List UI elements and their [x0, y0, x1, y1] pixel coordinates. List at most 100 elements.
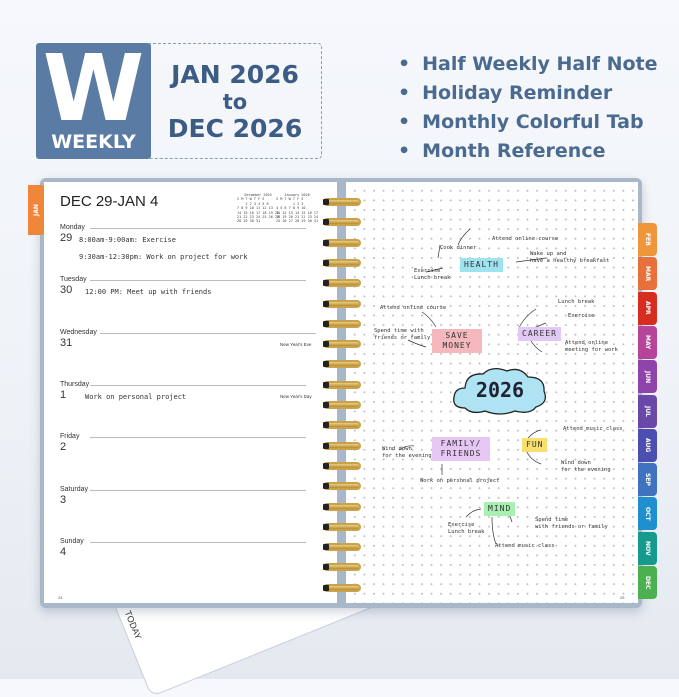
day-name: Monday: [60, 224, 85, 231]
day-name: Sunday: [60, 537, 84, 545]
mini-cal-row: 21 22 23 24 25 26 27: [237, 215, 280, 220]
page-number-left: 24: [58, 595, 63, 600]
tab-jan[interactable]: JAN: [28, 185, 45, 235]
feature-item: Month Reference: [398, 137, 658, 166]
day-divider: [90, 384, 306, 386]
health-item: Cook dinner: [440, 245, 477, 251]
tab-nov[interactable]: NOV: [638, 531, 657, 565]
feature-list: Half Weekly Half Note Holiday Reminder M…: [398, 50, 658, 166]
spiral-coil: [323, 380, 361, 389]
career-item: Lunch break: [558, 299, 595, 305]
day-divider: [90, 228, 306, 229]
year-center: 2026: [475, 378, 525, 402]
tab-oct[interactable]: OCT: [638, 497, 657, 531]
spiral-coil: [323, 482, 361, 491]
tab-jun[interactable]: JUN: [638, 360, 657, 394]
day-entry: 8:00am-9:00am: Exercise: [79, 236, 176, 244]
mini-cal-row: 1 2 3: [276, 201, 304, 206]
feature-item: Holiday Reminder: [398, 79, 658, 108]
date-range-box: JAN 2026 to DEC 2026: [148, 43, 322, 159]
holiday-note: New Year's Eve: [280, 341, 312, 347]
tab-feb[interactable]: FEB: [638, 223, 657, 256]
mini-cal-row: 18 19 20 21 22 23 24: [276, 215, 319, 220]
badge-letter: W: [42, 35, 145, 142]
day-number: 30: [60, 284, 73, 297]
spiral-coil: [323, 319, 361, 328]
day-divider: [90, 541, 306, 543]
day-name: Wednesday: [60, 328, 97, 336]
tab-may[interactable]: MAY: [638, 325, 657, 359]
career-item: Attend online meeting for work: [565, 340, 618, 353]
health-item: Wake up and have a healthy breakfast: [530, 251, 610, 264]
tab-dec[interactable]: DEC: [638, 566, 657, 599]
range-end: DEC 2026: [167, 114, 303, 143]
save-money-item: Spend time with friends or family: [374, 328, 431, 341]
spiral-coil: [323, 401, 361, 409]
day-divider: [90, 280, 306, 282]
health-item: Exercise Lunch break: [414, 268, 451, 281]
save-money-item: Attend online course: [380, 305, 447, 311]
day-number: 3: [60, 493, 67, 506]
node-mind: MIND: [484, 502, 516, 516]
mind-item: Exercise Lunch break: [448, 522, 485, 535]
day-entry: 9:30am-12:30pm: Work on project for work: [79, 253, 248, 261]
mini-cal-row: 14 15 16 17 18 19 20: [237, 210, 280, 215]
day-number: 2: [60, 441, 67, 454]
mini-cal-row: 7 8 9 10 11 12 13: [237, 206, 273, 211]
feature-item: Monthly Colorful Tab: [398, 108, 658, 137]
day-divider: [90, 437, 306, 439]
spiral-coil: [323, 461, 361, 470]
family-item: Wind down for the evening: [382, 446, 432, 459]
feature-item: Half Weekly Half Note: [398, 50, 657, 79]
mini-cal-row: 4 5 6 7 8 9 10: [276, 206, 306, 211]
tab-apr[interactable]: APR: [638, 291, 657, 325]
tab-mar[interactable]: MAR: [638, 257, 657, 291]
page-number-right: 25: [620, 595, 625, 600]
career-item: Exercise: [568, 313, 595, 319]
day-number: 4: [60, 545, 67, 558]
mini-cal-header: S M T W T F S: [237, 197, 265, 202]
day-divider: [90, 489, 306, 491]
fun-item: Wind down for the evening: [561, 460, 611, 473]
mini-cal-row: 25 26 27 28 29 30 31: [276, 219, 319, 224]
day-name: Saturday: [60, 485, 89, 493]
mini-cal-row: 11 12 13 14 15 16 17: [276, 210, 319, 215]
cloud-icon: [453, 367, 547, 415]
spiral-coil: [323, 360, 361, 369]
spiral-coil: [323, 583, 361, 592]
range-to: to: [222, 90, 248, 114]
weekly-page: [44, 182, 337, 603]
mind-item: Attend music class: [495, 543, 555, 549]
node-save-money: SAVE MONEY: [432, 329, 482, 353]
mind-item: Spend time with friends or family: [535, 517, 608, 530]
day-number: 29: [60, 232, 73, 244]
day-name: Friday: [60, 433, 80, 441]
tab-jul[interactable]: JUL: [638, 394, 657, 428]
mini-cal-header: S M T W T F S: [276, 197, 304, 202]
spiral-coil: [323, 441, 361, 450]
mini-calendar-jan: January 2026 S M T W T F S 1 2 3 4 5 6 7…: [276, 193, 318, 224]
spiral-coil: [323, 340, 361, 349]
health-item: Attend online course: [492, 236, 559, 242]
day-entry: Work on personal project: [85, 392, 187, 401]
node-health: HEALTH: [460, 258, 503, 272]
spiral-coil: [323, 522, 361, 531]
mini-calendar-dec: December 2025 S M T W T F S 1 2 3 4 5 6 …: [237, 193, 279, 224]
week-title: DEC 29-JAN 4: [60, 193, 159, 210]
spiral-coil: [323, 258, 361, 267]
day-entry: 12:00 PM: Meet up with friends: [85, 288, 212, 297]
mini-cal-title: December 2025: [244, 193, 272, 197]
mini-cal-row: 28 29 30 31: [237, 219, 261, 224]
node-fun: FUN: [522, 438, 548, 452]
day-divider: [100, 332, 316, 334]
fun-item: Attend music class: [563, 426, 623, 432]
node-family-friends: FAMILY/ FRIENDS: [432, 437, 490, 461]
day-number: 1: [60, 388, 67, 401]
spiral-coil: [323, 198, 361, 206]
day-name: Tuesday: [60, 276, 87, 284]
spiral-coil: [323, 543, 361, 552]
tab-aug[interactable]: AUG: [638, 428, 657, 462]
family-item: Work on personal project: [420, 478, 500, 484]
weekly-badge: W WEEKLY: [36, 39, 151, 159]
tab-sep[interactable]: SEP: [638, 463, 657, 497]
